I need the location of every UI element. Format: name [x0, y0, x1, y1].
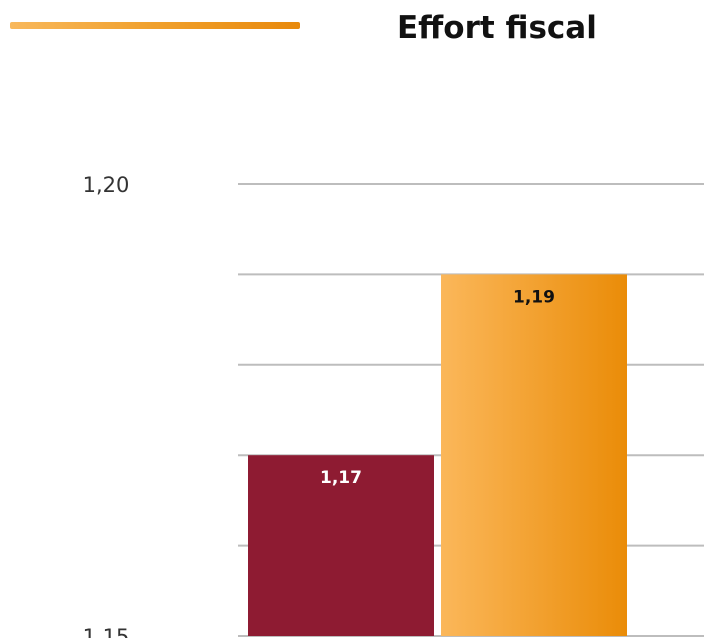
title-accent-line — [10, 22, 300, 29]
bar-1 — [248, 455, 434, 636]
data-label-1: 1,17 — [320, 468, 362, 488]
data-label-2: 1,19 — [513, 287, 555, 307]
y-tick-label: 1,20 — [83, 173, 130, 197]
chart-title: Effort fiscal — [397, 10, 597, 46]
bar-2 — [441, 274, 627, 636]
y-tick-label: 1,15 — [83, 625, 130, 638]
